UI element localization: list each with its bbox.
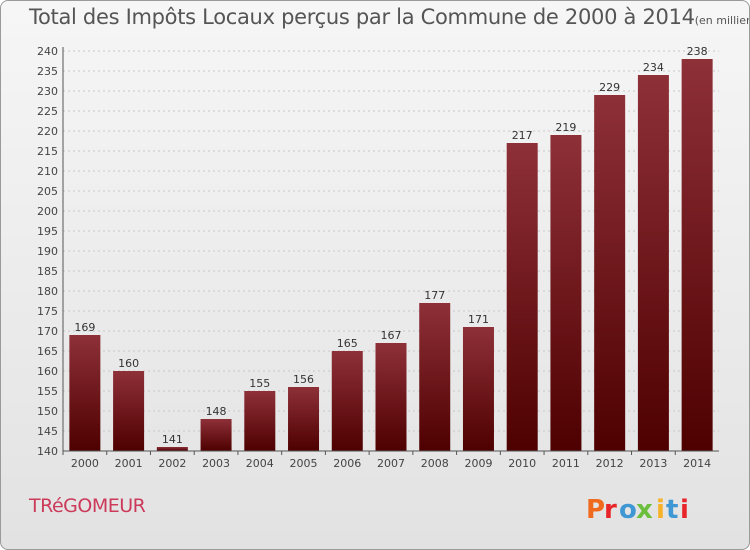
bar	[682, 59, 713, 451]
bar	[332, 351, 363, 451]
bar	[463, 327, 494, 451]
x-tick-label: 2002	[158, 457, 186, 470]
y-tick-label: 175	[37, 305, 58, 318]
bars: 169 160 141 148 155 156 165 167 177 171 217 219 229 2…	[69, 45, 712, 451]
logo-letter: i	[680, 495, 689, 525]
commune-name: TRéGOMEUR	[29, 495, 145, 517]
y-tick-label: 195	[37, 225, 58, 238]
logo-letter: o	[619, 495, 637, 525]
chart-frame: Total des Impôts Locaux perçus par la Co…	[0, 0, 750, 550]
bar	[244, 391, 275, 451]
y-tick-label: 220	[37, 125, 58, 138]
bar-value-label: 219	[555, 121, 576, 134]
y-tick-label: 230	[37, 85, 58, 98]
x-tick-label: 2003	[202, 457, 230, 470]
x-tick-label: 2011	[552, 457, 580, 470]
bar-value-label: 177	[424, 289, 445, 302]
bar	[376, 343, 407, 451]
bar	[69, 335, 100, 451]
x-tick-label: 2010	[508, 457, 536, 470]
bar-value-label: 229	[599, 81, 620, 94]
bar-value-label: 141	[162, 433, 183, 446]
bar	[113, 371, 144, 451]
bar	[201, 419, 232, 451]
bar	[638, 75, 669, 451]
bar-value-label: 160	[118, 357, 139, 370]
logo-letter: P	[586, 495, 605, 525]
y-tick-label: 165	[37, 345, 58, 358]
x-tick-label: 2007	[377, 457, 405, 470]
bar-value-label: 155	[249, 377, 270, 390]
y-tick-label: 145	[37, 425, 58, 438]
bar-value-label: 148	[206, 405, 227, 418]
x-tick-label: 2014	[683, 457, 711, 470]
logo-letter: x	[636, 495, 653, 525]
y-tick-label: 160	[37, 365, 58, 378]
bar-value-label: 165	[337, 337, 358, 350]
x-tick-label: 2006	[333, 457, 361, 470]
y-tick-label: 185	[37, 265, 58, 278]
y-tick-label: 180	[37, 285, 58, 298]
y-tick-label: 155	[37, 385, 58, 398]
bar	[419, 303, 450, 451]
y-tick-label: 200	[37, 205, 58, 218]
bar-value-label: 234	[643, 61, 664, 74]
x-tick-label: 2005	[290, 457, 318, 470]
y-tick-label: 235	[37, 65, 58, 78]
x-tick-label: 2013	[639, 457, 667, 470]
bar-value-label: 156	[293, 373, 314, 386]
y-tick-label: 210	[37, 165, 58, 178]
logo-letter: i	[656, 495, 665, 525]
x-tick-label: 2009	[464, 457, 492, 470]
x-tick-label: 2012	[596, 457, 624, 470]
bar	[507, 143, 538, 451]
bar-value-label: 217	[512, 129, 533, 142]
x-tick-label: 2001	[115, 457, 143, 470]
y-tick-label: 150	[37, 405, 58, 418]
bar-value-label: 169	[74, 321, 95, 334]
x-tick-label: 2000	[71, 457, 99, 470]
x-tick-label: 2004	[246, 457, 274, 470]
y-tick-label: 140	[37, 445, 58, 458]
y-tick-label: 215	[37, 145, 58, 158]
y-tick-label: 190	[37, 245, 58, 258]
bar	[550, 135, 581, 451]
y-tick-label: 240	[37, 45, 58, 58]
bar-value-label: 167	[381, 329, 402, 342]
bar-value-label: 171	[468, 313, 489, 326]
logo-letter: t	[666, 495, 678, 525]
y-tick-label: 170	[37, 325, 58, 338]
x-tick-label: 2008	[421, 457, 449, 470]
y-tick-label: 205	[37, 185, 58, 198]
logo-letter: r	[604, 495, 617, 525]
bar	[594, 95, 625, 451]
y-tick-label: 225	[37, 105, 58, 118]
bar-value-label: 238	[687, 45, 708, 58]
bar	[157, 447, 188, 451]
bar-chart: 169 160 141 148 155 156 165 167 177 171 217 219 229 2…	[1, 1, 749, 549]
logo-text: Pr o x i t i	[586, 495, 689, 525]
bar	[288, 387, 319, 451]
proxiti-logo: Pr o x i t i	[584, 491, 694, 525]
